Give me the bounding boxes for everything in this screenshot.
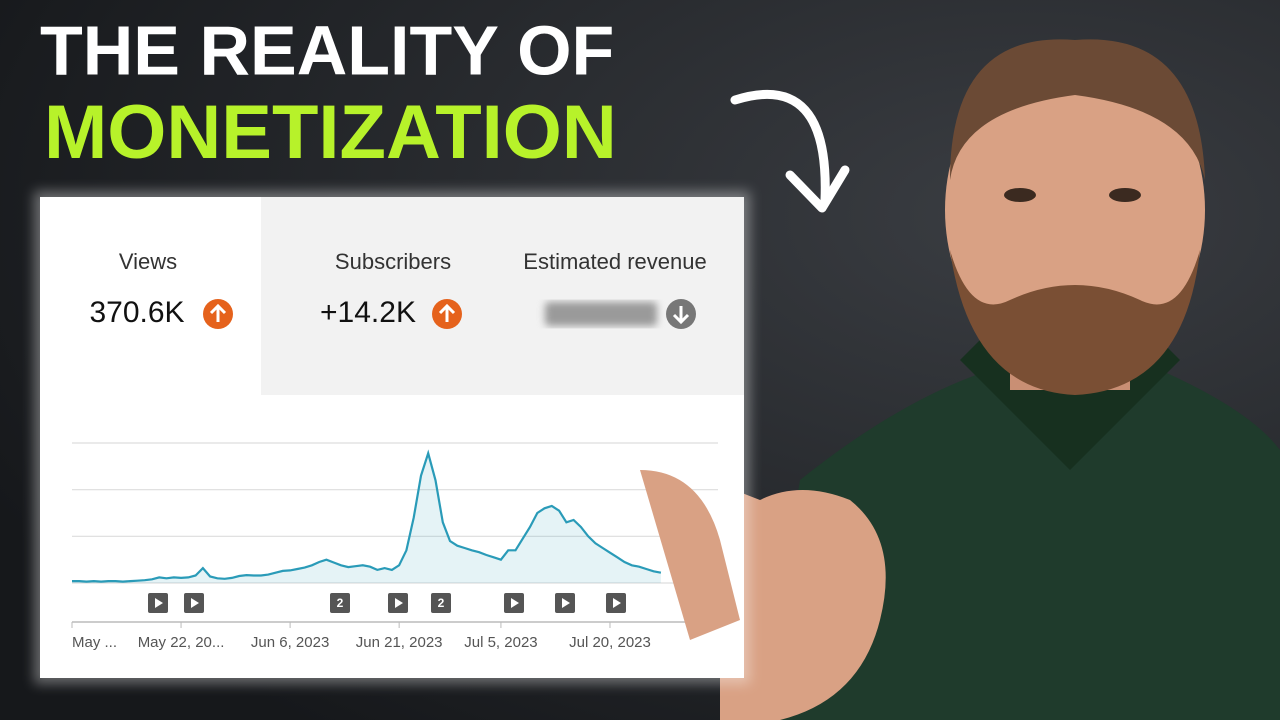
x-tick-label: Jun 6, 2023 (251, 634, 329, 651)
arrow (730, 89, 830, 205)
x-tick-label: Jul 20, 2023 (569, 634, 651, 651)
thumb (640, 470, 740, 640)
tab-value: +14.2K (320, 296, 416, 329)
tab-label: Estimated revenue (523, 249, 706, 274)
play-icon (155, 598, 163, 608)
video-marker (431, 593, 451, 613)
tab-label: Subscribers (335, 249, 451, 274)
video-marker (330, 593, 350, 613)
arrow-head (785, 165, 850, 213)
x-tick-label: May ... (72, 634, 117, 651)
headline-line2: MONETIZATION (44, 90, 617, 175)
x-tick-label: Jul 5, 2023 (464, 634, 537, 651)
blurred-value (545, 302, 657, 326)
marker-count: 2 (438, 596, 445, 610)
person (630, 39, 1280, 720)
down-icon (666, 299, 696, 329)
tab-inactive (261, 197, 744, 395)
up-icon (203, 299, 233, 329)
chart: May ... May 22, 20... Jun 6, 2023 Jun 21, 2… (71, 442, 718, 651)
x-tick-label: May 22, 20... (138, 634, 225, 651)
play-icon (613, 598, 621, 608)
x-tick-label: Jun 21, 2023 (356, 634, 443, 651)
headline-line1: THE REALITY OF (40, 11, 614, 89)
line (72, 449, 662, 583)
tab-label: Views (119, 249, 177, 274)
play-icon (395, 598, 403, 608)
play-icon (191, 598, 199, 608)
play-icon (562, 598, 570, 608)
tab-value: 370.6K (89, 296, 184, 329)
up-icon (432, 299, 462, 329)
marker-count: 2 (337, 596, 344, 610)
play-icon (511, 598, 519, 608)
